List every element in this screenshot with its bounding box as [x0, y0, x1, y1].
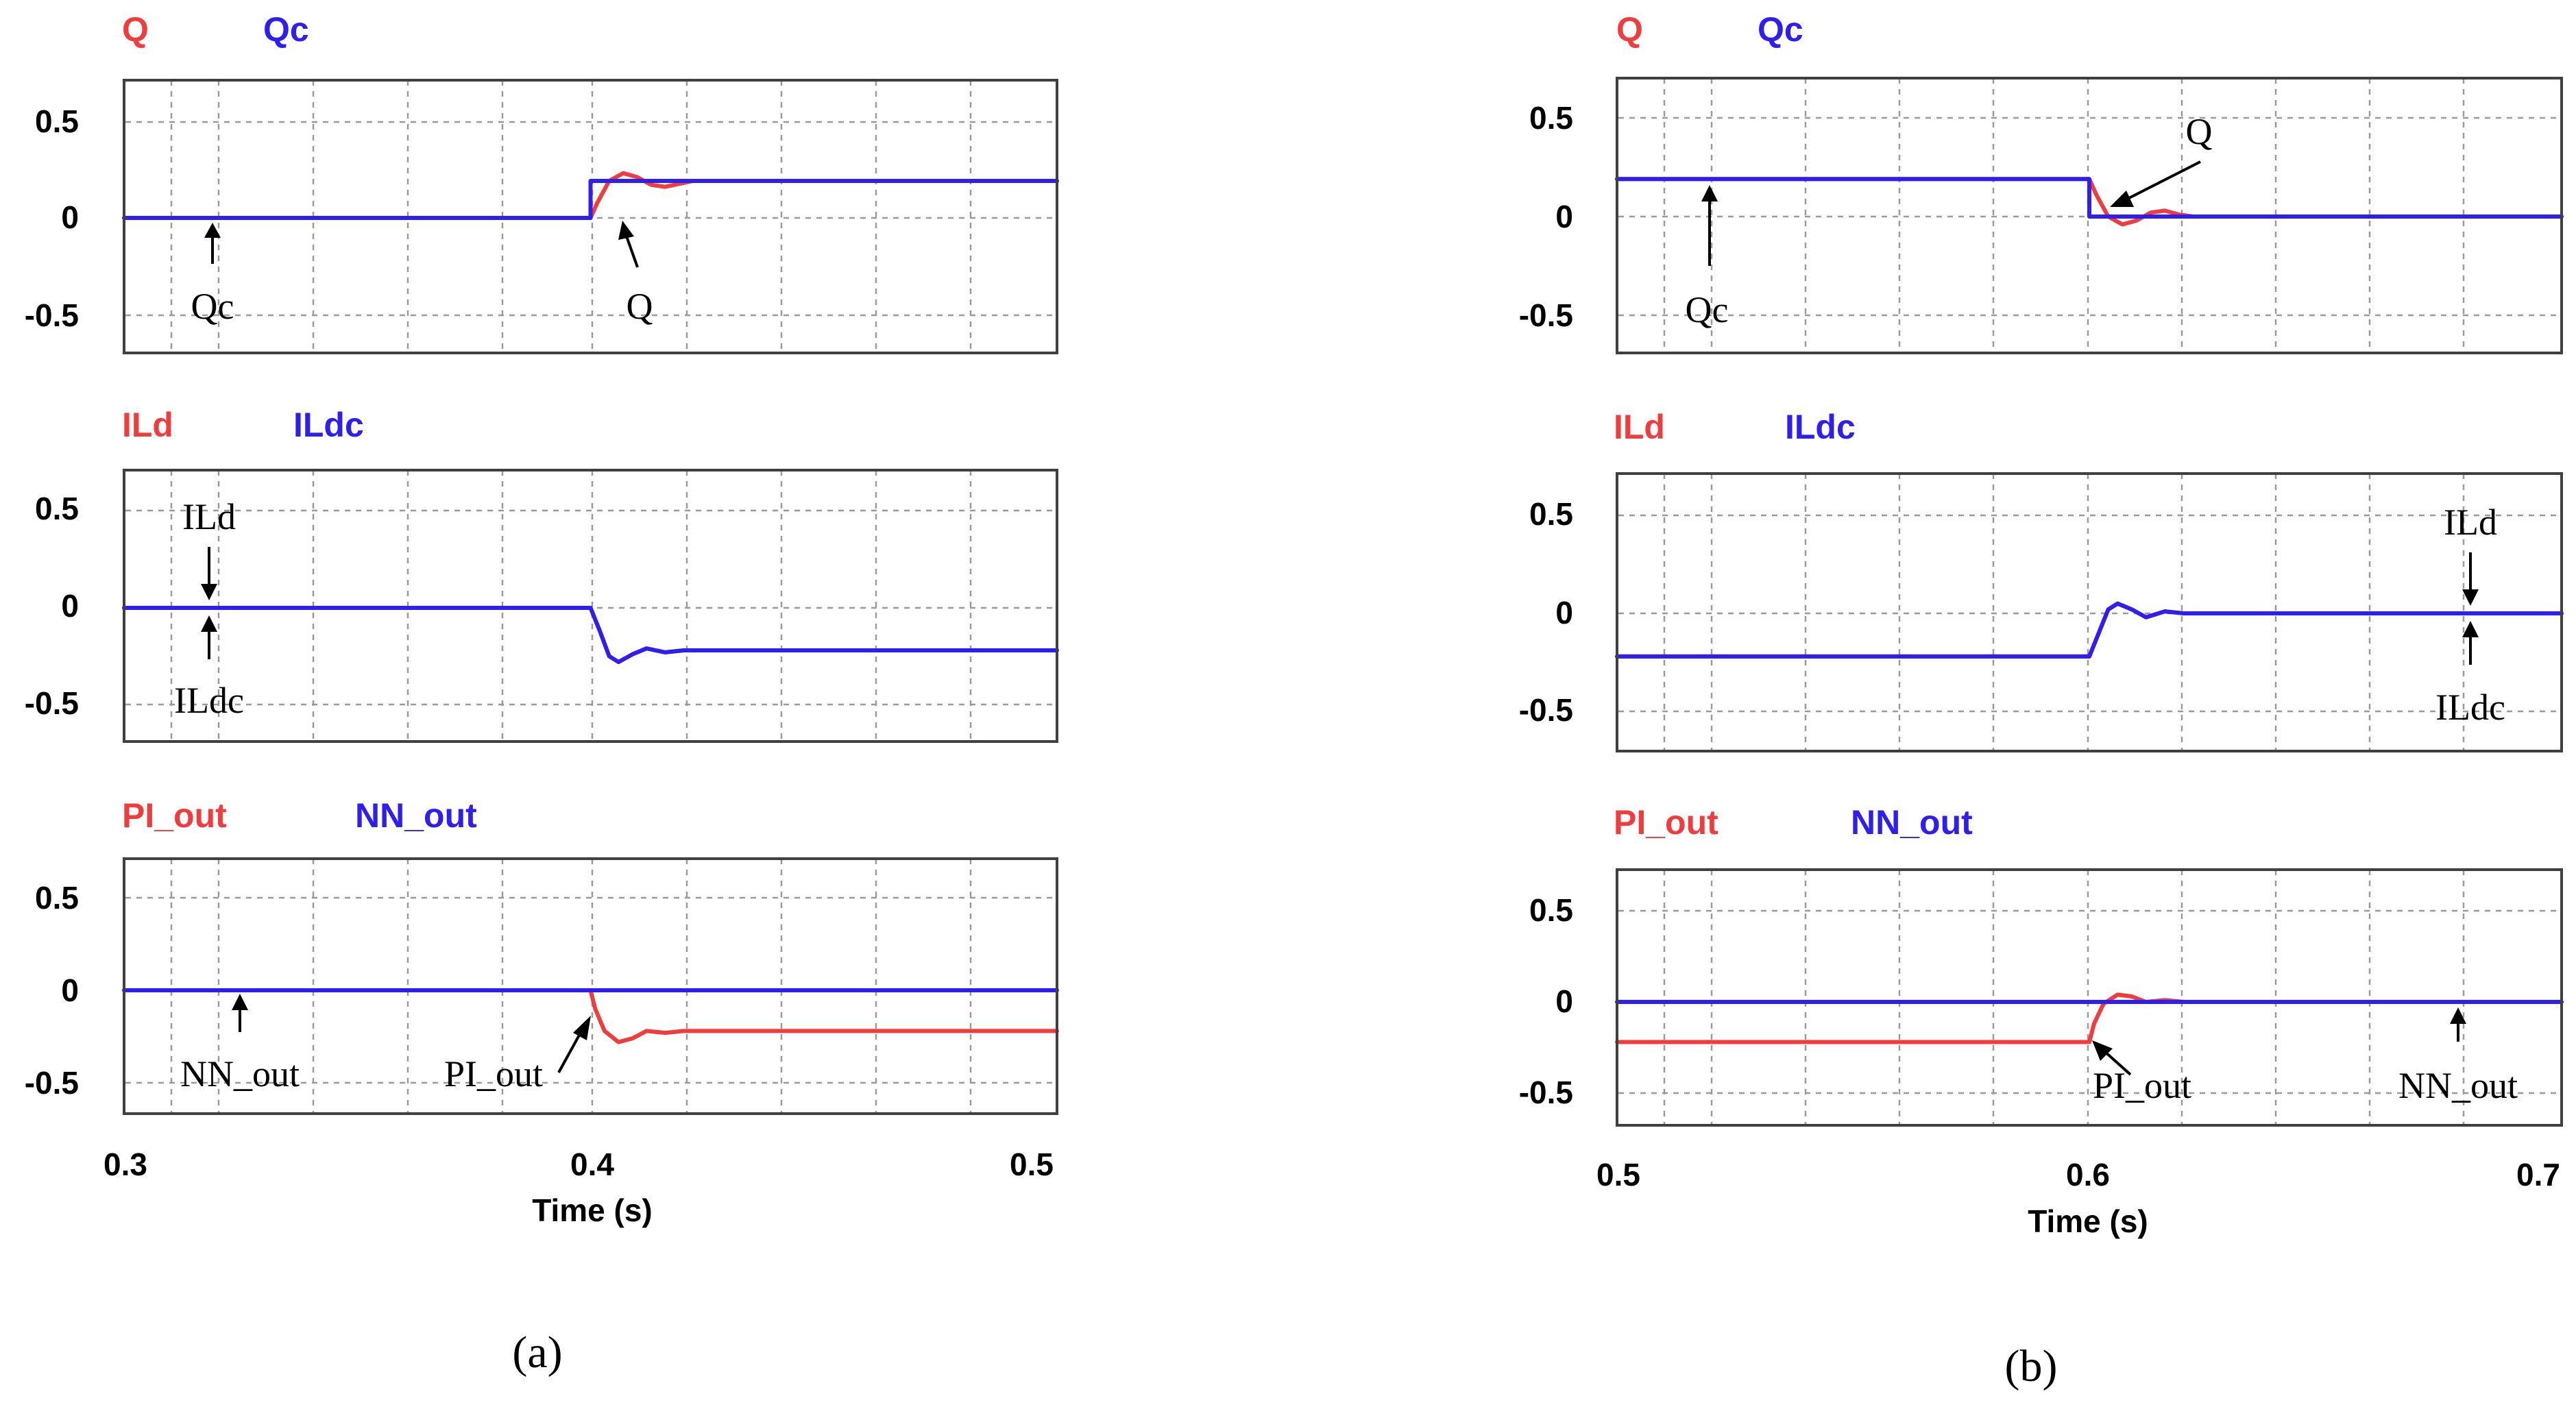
- xtick-label: 0.7: [2516, 1157, 2560, 1192]
- x-axis-label: Time (s): [532, 1192, 653, 1228]
- legend-q: Q: [1616, 10, 1643, 49]
- annotation-q: Q: [627, 286, 653, 327]
- legend-ildc: ILdc: [293, 406, 364, 444]
- xtick-label: 0.5: [1596, 1157, 1640, 1192]
- plot-frame: [1616, 77, 2563, 354]
- xtick-label: 0.6: [2066, 1157, 2110, 1192]
- annotation-ild: ILd: [2444, 502, 2497, 543]
- ytick-label: -0.5: [1519, 297, 1573, 333]
- xtick-label: 0.5: [1010, 1147, 1054, 1182]
- arrow-icon: [2110, 160, 2201, 207]
- ytick-label: 0.5: [35, 491, 79, 526]
- annotation-nn-out: NN_out: [180, 1053, 300, 1094]
- gridlines: [1618, 474, 2562, 751]
- arrow-icon: [2462, 621, 2479, 665]
- annotation-qc: Qc: [191, 286, 234, 327]
- ytick-label: 0.5: [1529, 892, 1573, 928]
- ytick-label: 0: [61, 199, 79, 235]
- ytick-label: 0.5: [1529, 496, 1573, 532]
- caption-a: (a): [512, 1327, 562, 1377]
- annotation-pi-out: PI_out: [444, 1053, 543, 1094]
- ytick-label: -0.5: [25, 1065, 79, 1101]
- panel-b-row3: PI_out NN_out 0.5 0 -0.5 PI_out NN_out 0…: [1519, 803, 2564, 1239]
- xtick-label: 0.3: [104, 1147, 147, 1182]
- annotation-nn-out: NN_out: [2398, 1065, 2518, 1106]
- legend-q: Q: [122, 10, 149, 49]
- annotation-ild: ILd: [182, 496, 236, 537]
- series-ild-line: [122, 606, 1059, 664]
- arrow-icon: [2462, 552, 2479, 606]
- legend-ildc: ILdc: [1785, 408, 1856, 446]
- annotation-ildc: ILdc: [2435, 687, 2505, 728]
- legend-ild: ILd: [122, 406, 173, 444]
- plot-frame: [123, 79, 1058, 354]
- series-pi-out-line: [122, 988, 1059, 1044]
- xtick-label: 0.4: [570, 1147, 614, 1182]
- legend-qc: Qc: [1758, 10, 1803, 49]
- ytick-label: -0.5: [1519, 692, 1573, 728]
- panel-a-row1: Q Qc 0.5 0 -0.5 Qc Q: [25, 10, 1059, 354]
- series-ildc-line: [1615, 601, 2564, 659]
- legend-nn-out: NN_out: [355, 796, 477, 835]
- plot-frame: [1616, 868, 2563, 1127]
- ytick-label: 0.5: [35, 103, 79, 139]
- ytick-label: -0.5: [1519, 1075, 1573, 1110]
- x-axis-label: Time (s): [2028, 1203, 2148, 1239]
- ytick-label: 0: [1555, 199, 1573, 234]
- arrow-icon: [232, 994, 248, 1032]
- ytick-label: 0: [61, 588, 79, 624]
- arrow-icon: [557, 1016, 591, 1073]
- ytick-label: 0: [61, 972, 79, 1008]
- arrow-icon: [201, 615, 217, 659]
- ytick-label: -0.5: [25, 297, 79, 333]
- plot-frame: [123, 857, 1058, 1115]
- panel-a-row3: PI_out NN_out 0.5 0 -0.5 NN_out PI_out 0…: [25, 796, 1059, 1228]
- legend-qc: Qc: [263, 10, 309, 49]
- arrow-icon: [618, 221, 639, 268]
- series-qc-line: [1615, 177, 2564, 219]
- arrow-icon: [201, 547, 217, 600]
- panel-b-row1: Q Qc 0.5 0 -0.5 Qc Q: [1519, 10, 2564, 354]
- annotation-pi-out: PI_out: [2093, 1065, 2191, 1106]
- plot-frame: [1616, 472, 2563, 752]
- arrow-icon: [204, 223, 221, 264]
- arrow-icon: [2450, 1007, 2466, 1042]
- legend-pi-out: PI_out: [122, 796, 227, 835]
- caption-b: (b): [2005, 1341, 2058, 1391]
- arrow-icon: [1701, 185, 1718, 266]
- panel-a-row2: ILd ILdc 0.5 0 -0.5 ILd ILdc: [25, 406, 1059, 743]
- panel-b-row2: ILd ILdc 0.5 0 -0.5 ILd ILdc: [1519, 408, 2564, 752]
- annotation-q: Q: [2186, 111, 2213, 152]
- series-ildc-line: [122, 606, 1059, 664]
- series-qc-line: [122, 179, 1059, 220]
- legend-ild: ILd: [1614, 408, 1665, 446]
- annotation-ildc: ILdc: [174, 680, 244, 721]
- ytick-label: 0: [1555, 983, 1573, 1019]
- arrow-icon: [2092, 1040, 2132, 1076]
- plot-frame: [123, 469, 1058, 743]
- annotation-qc: Qc: [1686, 289, 1729, 330]
- legend-pi-out: PI_out: [1614, 803, 1718, 842]
- legend-nn-out: NN_out: [1851, 803, 1973, 842]
- ytick-label: 0.5: [35, 880, 79, 916]
- ytick-label: 0.5: [1529, 100, 1573, 136]
- ytick-label: 0: [1555, 595, 1573, 630]
- ytick-label: -0.5: [25, 685, 79, 721]
